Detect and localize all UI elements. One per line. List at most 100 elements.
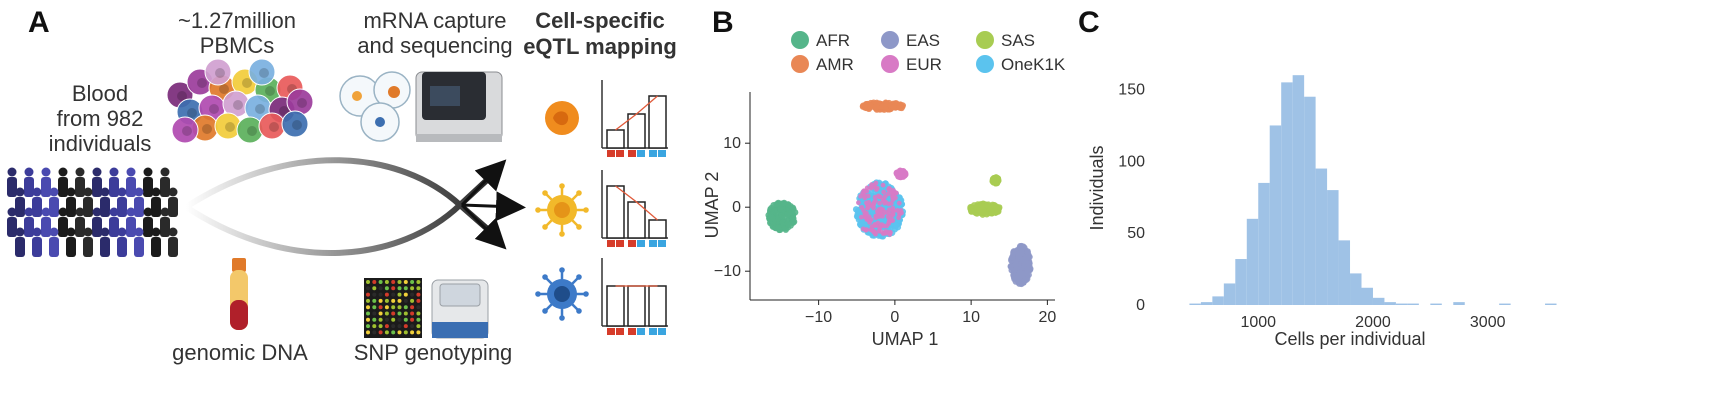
umap-point	[890, 104, 897, 111]
umap-point	[882, 194, 888, 199]
snp-array-icon	[364, 278, 422, 338]
mrna-text-line2: and sequencing	[357, 33, 512, 58]
people-crowd-icon	[7, 167, 178, 257]
histogram-bar	[1223, 283, 1236, 305]
histogram-bar	[1545, 303, 1557, 305]
cell-type-icon-monocyte	[545, 101, 579, 135]
umap-point	[888, 201, 894, 206]
histogram-bar	[1315, 168, 1328, 305]
hist-y-label: Individuals	[1087, 145, 1107, 230]
umap-point	[864, 200, 869, 206]
hist-x-label: Cells per individual	[1274, 329, 1425, 349]
umap-point	[893, 190, 899, 196]
mrna-text-line1: mRNA capture	[363, 8, 506, 33]
legend-swatch-eas	[881, 31, 899, 49]
umap-point	[1009, 253, 1016, 261]
blood-text-line3: individuals	[49, 131, 152, 156]
genomic-dna-text: genomic DNA	[172, 340, 308, 365]
droplet-cells-icon	[339, 71, 411, 142]
umap-point	[897, 171, 905, 178]
blood-text-line1: Blood	[72, 81, 128, 106]
histogram-bar	[1258, 182, 1270, 305]
umap-point	[1019, 245, 1026, 253]
eqtl-title-line2: eQTL mapping	[523, 34, 677, 59]
umap-cluster-sas	[967, 200, 1003, 218]
histogram-bar	[1338, 240, 1351, 305]
genotyping-machine-icon	[431, 279, 489, 339]
legend-label-sas: SAS	[1001, 31, 1035, 50]
histogram: 1000 2000 3000 0 50 100 150	[1118, 75, 1557, 331]
histogram-bar	[1499, 303, 1511, 305]
umap-point	[968, 208, 975, 215]
umap-point	[878, 223, 884, 229]
histogram-bar	[1235, 259, 1247, 305]
umap-point	[883, 230, 888, 236]
curve-upper	[184, 157, 502, 243]
umap-point	[899, 210, 904, 216]
umap-point	[784, 220, 792, 228]
umap-point	[876, 194, 882, 200]
eqtl-bar	[648, 285, 667, 327]
umap-point	[880, 182, 886, 188]
blood-tube-icon	[230, 258, 248, 330]
legend-swatch-onek1k	[976, 55, 994, 73]
umap-legend: AFR EAS SAS AMR EUR OneK1K	[791, 31, 1066, 74]
eqtl-title-line1: Cell-specific	[535, 8, 665, 33]
umap-cluster-afr	[765, 199, 799, 234]
panel-a-label: A	[28, 6, 50, 39]
eqtl-bar	[648, 219, 667, 239]
umap-point	[871, 200, 877, 206]
histogram-bar	[1292, 75, 1305, 305]
histogram-bar	[1269, 125, 1282, 305]
pbmc-text-line1: ~1.27million	[178, 8, 296, 33]
umap-point	[877, 210, 883, 216]
umap-point	[769, 214, 776, 222]
eqtl-bar	[606, 285, 625, 327]
umap-cluster-sas	[989, 174, 1002, 187]
umap-point	[778, 212, 785, 219]
umap-point	[871, 229, 876, 235]
histogram-bar	[1453, 302, 1465, 305]
umap-point	[895, 208, 900, 213]
umap-point	[866, 102, 874, 109]
umap-point	[1025, 260, 1033, 268]
umap-point	[1012, 261, 1019, 268]
umap-point	[889, 190, 895, 196]
umap-x-tick: 10	[962, 309, 980, 326]
umap-point	[883, 199, 889, 205]
hist-x-tick: 1000	[1240, 314, 1276, 331]
umap-y-tick: 0	[732, 199, 741, 216]
histogram-bar	[1407, 303, 1419, 305]
histogram-bar	[1395, 303, 1408, 305]
umap-point	[778, 200, 786, 207]
umap-point	[777, 205, 784, 213]
legend-label-eas: EAS	[906, 31, 940, 50]
umap-point	[878, 206, 884, 212]
umap-y-tick: −10	[714, 263, 741, 280]
umap-point	[876, 228, 882, 234]
histogram-bar	[1200, 302, 1213, 305]
umap-point	[860, 190, 866, 196]
umap-point	[890, 194, 896, 200]
umap-point	[990, 202, 998, 209]
histogram-bar	[1246, 218, 1259, 305]
eqtl-bar	[606, 129, 625, 149]
blood-text-line2: from 982	[57, 106, 144, 131]
umap-point	[868, 185, 874, 191]
hist-y-tick: 100	[1118, 153, 1145, 170]
legend-swatch-sas	[976, 31, 994, 49]
umap-y-label: UMAP 2	[702, 172, 722, 239]
umap-point	[990, 176, 997, 183]
umap-point	[1008, 267, 1015, 274]
umap-point	[1023, 254, 1031, 261]
eqtl-bar	[627, 285, 646, 327]
umap-cluster-eas	[1007, 242, 1034, 288]
legend-label-afr: AFR	[816, 31, 850, 50]
umap-point	[874, 187, 879, 192]
histogram-bar	[1430, 303, 1442, 305]
umap-point	[873, 180, 879, 186]
umap-point	[890, 218, 896, 223]
histogram-bar	[1361, 287, 1373, 305]
histogram-bar	[1189, 303, 1201, 305]
